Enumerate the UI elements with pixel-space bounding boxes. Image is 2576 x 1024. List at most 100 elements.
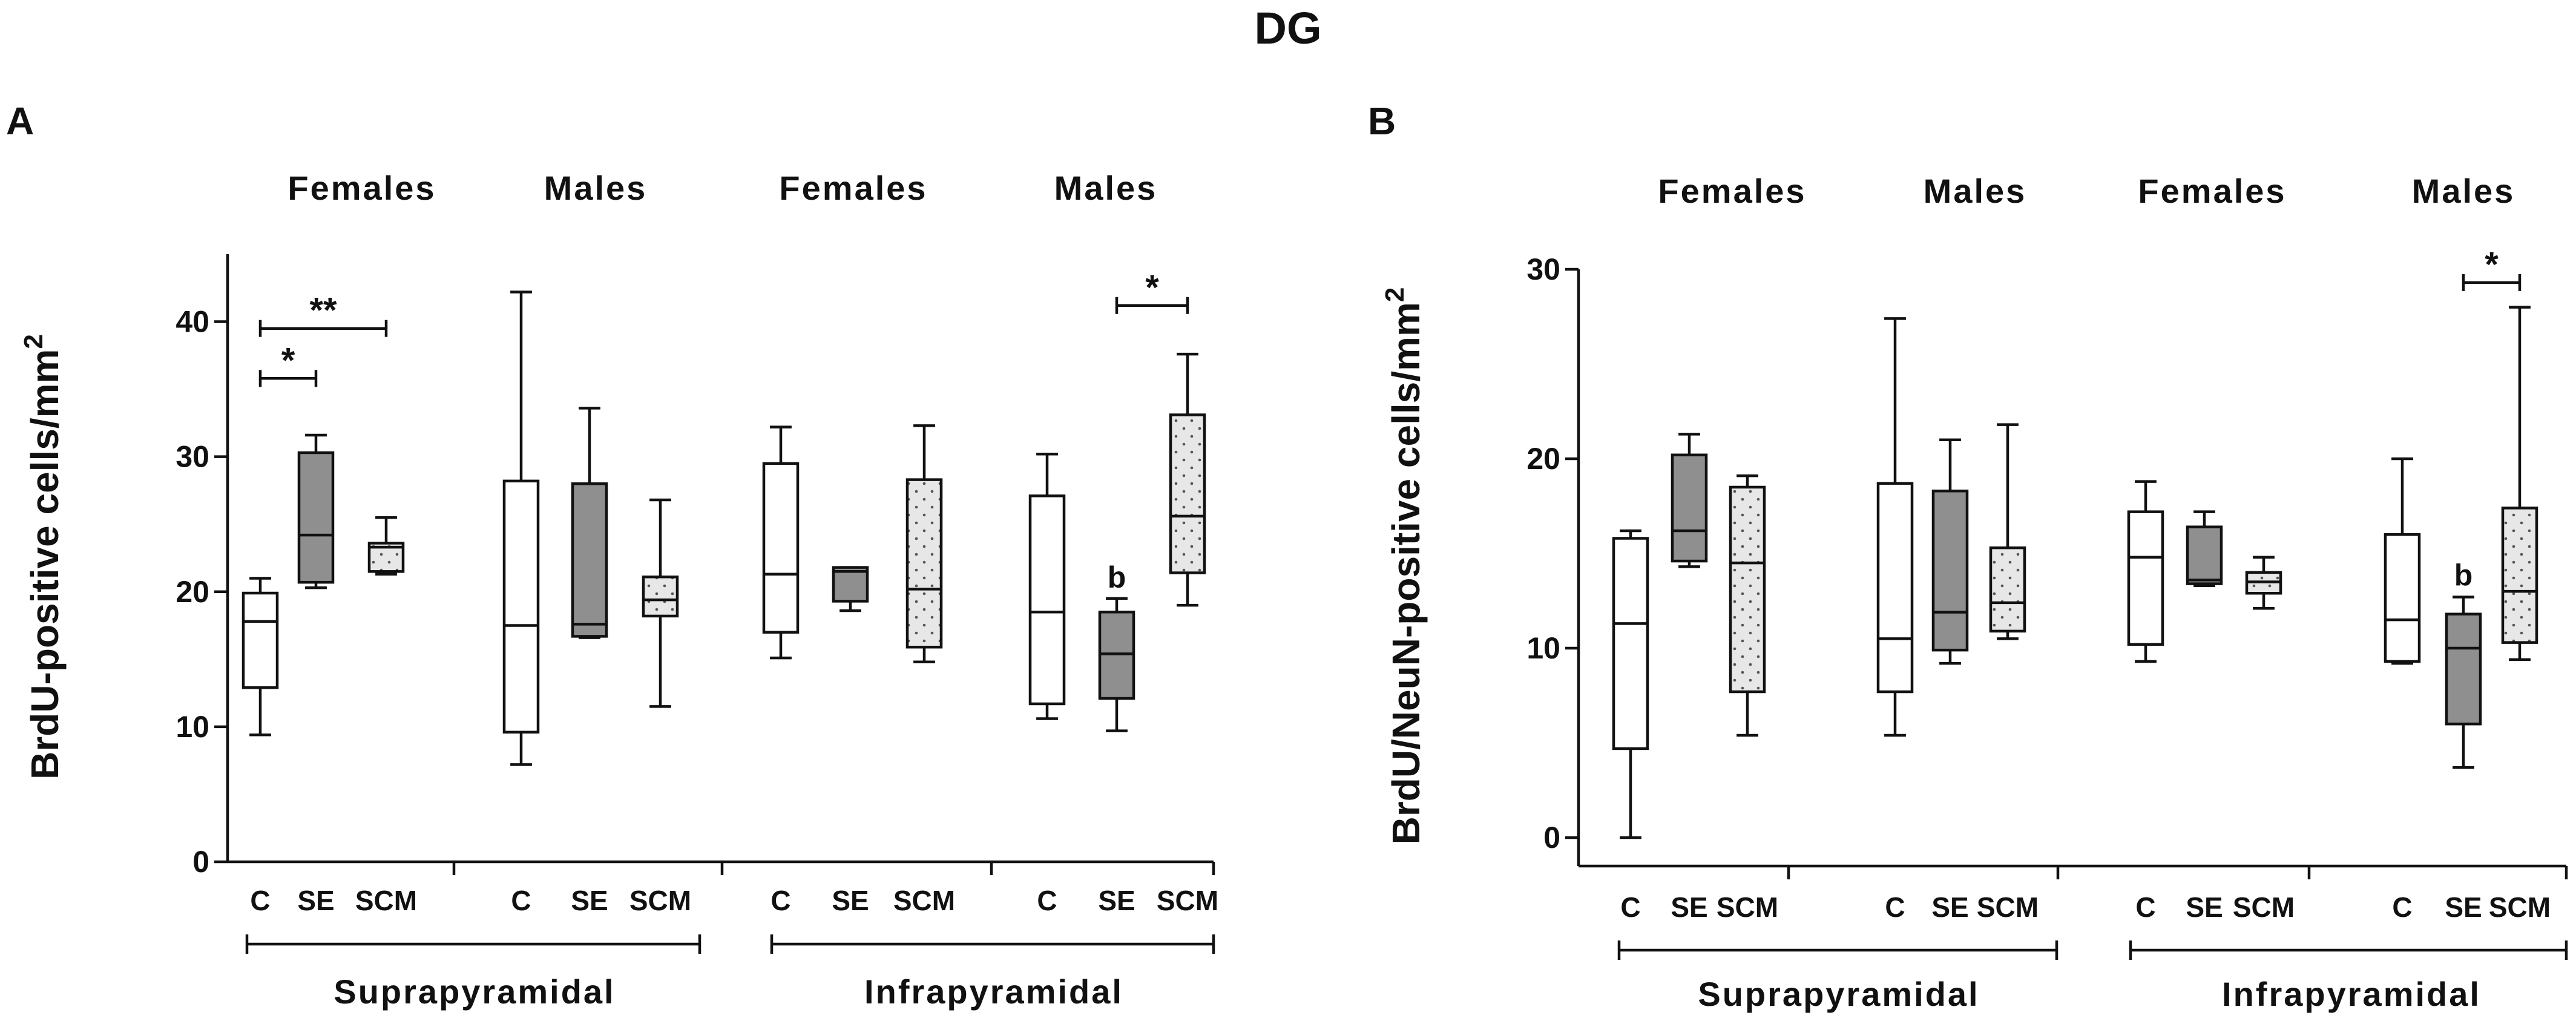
box-plot-scm — [1989, 423, 2026, 640]
box-iqr — [1028, 494, 1066, 706]
category-label: C — [250, 885, 270, 916]
group-label: Females — [1658, 172, 1806, 210]
box-iqr — [1671, 453, 1708, 563]
panel-b-chart: B 0 10 20 30 BrdU/NeuN-positive cells/mm2 Fema… — [1368, 99, 2568, 1013]
box-plot-se — [2445, 596, 2482, 769]
category-label: SE — [1931, 891, 1968, 923]
category-label: SCM — [1977, 891, 2039, 923]
category-label: C — [511, 885, 531, 916]
box-plot-se — [1098, 597, 1135, 732]
group-label: Males — [544, 169, 648, 207]
box-plot-se — [297, 433, 335, 589]
category-label: SE — [832, 885, 869, 916]
panel-a-chart: A 0 10 20 30 40 BrdU-positive cells/mm2 Females… — [6, 99, 1218, 1011]
box-plot-c — [502, 290, 540, 766]
annotation-label: b — [2454, 559, 2473, 592]
category-label: C — [2135, 891, 2155, 923]
box-iqr — [1612, 537, 1649, 750]
category-label: C — [2392, 891, 2412, 923]
box-plot-c — [1612, 529, 1649, 839]
box-iqr — [2186, 525, 2223, 585]
box-plot-scm — [367, 516, 405, 576]
category-label: SE — [2186, 891, 2223, 923]
y-tick-label: 20 — [1526, 442, 1560, 476]
annotation-label: b — [1108, 560, 1126, 594]
box-plot-se — [832, 566, 869, 612]
box-iqr — [242, 591, 279, 689]
group-label: Females — [2138, 172, 2286, 210]
category-label: SE — [1098, 885, 1135, 916]
box-iqr — [1729, 485, 1766, 694]
group-label: Males — [2412, 172, 2515, 210]
panel-letter: B — [1368, 99, 1396, 143]
box-plot-c — [242, 577, 279, 737]
category-label: SCM — [2233, 891, 2295, 923]
category-label: SE — [2445, 891, 2482, 923]
category-label: SE — [571, 885, 608, 916]
group-label: Females — [288, 169, 436, 207]
box-iqr — [832, 566, 869, 603]
box-iqr — [502, 479, 540, 734]
category-label: SCM — [893, 885, 955, 916]
box-plot-se — [1931, 438, 1969, 665]
box-plot-scm — [2501, 306, 2538, 661]
group-label: Females — [779, 169, 927, 207]
box-iqr — [2127, 510, 2164, 646]
y-tick-label: 40 — [176, 305, 209, 339]
box-plot-se — [2186, 510, 2223, 587]
box-iqr — [1169, 413, 1206, 574]
box-plot-scm — [1169, 352, 1206, 607]
box-iqr — [905, 478, 943, 649]
box-iqr — [571, 482, 608, 638]
y-tick-label: 30 — [1526, 252, 1560, 286]
category-label: SCM — [1157, 885, 1218, 916]
y-axis-label-superscript: 2 — [1380, 287, 1410, 302]
category-label: C — [1620, 891, 1640, 923]
box-iqr — [1989, 546, 2026, 633]
significance-bracket: * — [1115, 268, 1189, 314]
y-tick-label: 30 — [176, 440, 209, 474]
category-label: C — [770, 885, 790, 916]
box-iqr — [2501, 507, 2538, 644]
category-label: SE — [1671, 891, 1707, 923]
y-tick-label: 20 — [176, 575, 209, 609]
category-label: C — [1885, 891, 1905, 923]
significance-bracket: * — [2462, 245, 2522, 291]
box-plot-scm — [1729, 474, 1766, 737]
y-axis-label: BrdU/NeuN-positive cells/mm2 — [1380, 287, 1428, 845]
significance-label: * — [1145, 268, 1159, 307]
category-label: SCM — [1717, 891, 1778, 923]
box-iqr — [762, 462, 800, 634]
box-plot-c — [762, 425, 800, 660]
box-iqr — [2384, 533, 2421, 663]
panel-letter: A — [6, 99, 34, 143]
region-label: Infrapyramidal — [864, 973, 1123, 1011]
box-iqr — [642, 575, 679, 618]
box-plot-scm — [642, 498, 679, 708]
significance-bracket: * — [258, 341, 318, 387]
y-tick-label: 10 — [1526, 631, 1560, 665]
box-plot-c — [1876, 317, 1914, 737]
y-axis-label: BrdU-positive cells/mm2 — [19, 334, 67, 779]
significance-label: ** — [309, 291, 337, 330]
box-plot-se — [1671, 433, 1708, 568]
box-iqr — [297, 451, 335, 584]
box-plot-c — [2127, 480, 2164, 663]
category-label: SCM — [629, 885, 691, 916]
category-label: C — [1037, 885, 1057, 916]
y-tick-label: 0 — [1543, 821, 1560, 855]
category-label: SCM — [355, 885, 417, 916]
significance-label: * — [2485, 245, 2499, 284]
category-label: SE — [297, 885, 334, 916]
significance-bracket: ** — [258, 291, 388, 337]
y-tick-label: 10 — [176, 710, 209, 744]
significance-label: * — [281, 341, 295, 380]
y-tick-label: 0 — [192, 845, 209, 879]
group-label: Males — [1054, 169, 1158, 207]
y-axis-label-text: BrdU/NeuN-positive cells/mm — [1384, 302, 1428, 844]
box-plot-c — [2384, 457, 2421, 665]
group-label: Males — [1924, 172, 2027, 210]
region-label: Suprapyramidal — [334, 973, 615, 1011]
y-axis-label-text: BrdU-positive cells/mm — [23, 349, 67, 779]
